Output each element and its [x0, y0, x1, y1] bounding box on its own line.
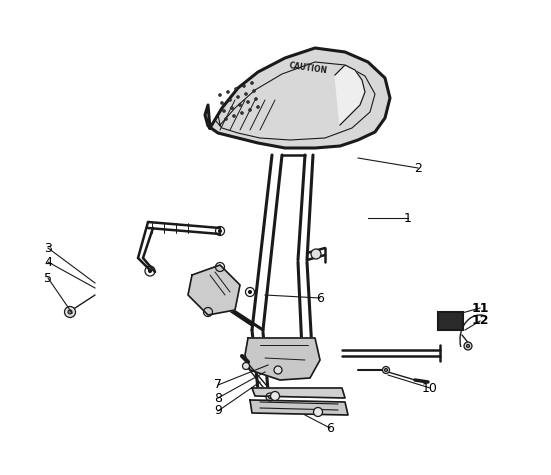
Text: 2: 2	[414, 162, 422, 174]
Circle shape	[219, 229, 222, 232]
Polygon shape	[245, 338, 320, 380]
Circle shape	[249, 109, 251, 111]
Circle shape	[257, 106, 259, 108]
Circle shape	[251, 82, 253, 84]
Circle shape	[464, 342, 472, 350]
Polygon shape	[205, 48, 390, 148]
Text: CAUTION: CAUTION	[288, 61, 328, 75]
Circle shape	[233, 115, 235, 117]
Circle shape	[314, 408, 322, 417]
Text: 10: 10	[422, 381, 438, 395]
Text: 5: 5	[44, 272, 52, 285]
Bar	[438, 312, 463, 330]
Polygon shape	[335, 65, 365, 125]
Circle shape	[235, 88, 237, 90]
Circle shape	[243, 85, 245, 87]
Circle shape	[255, 98, 257, 100]
Circle shape	[268, 396, 272, 399]
Circle shape	[253, 90, 255, 92]
Text: 7: 7	[214, 379, 222, 391]
Circle shape	[311, 249, 321, 259]
Text: 8: 8	[214, 391, 222, 405]
Text: 11: 11	[471, 302, 489, 314]
Circle shape	[242, 362, 250, 370]
Circle shape	[237, 96, 239, 98]
Circle shape	[239, 104, 241, 106]
Circle shape	[225, 118, 227, 120]
Circle shape	[249, 291, 251, 294]
Text: 12: 12	[471, 314, 489, 327]
Polygon shape	[188, 265, 240, 315]
Circle shape	[227, 91, 229, 93]
Circle shape	[241, 112, 243, 114]
Circle shape	[467, 344, 469, 348]
Text: 9: 9	[214, 405, 222, 418]
Circle shape	[223, 110, 225, 112]
Circle shape	[247, 101, 249, 103]
Text: 6: 6	[316, 292, 324, 304]
Circle shape	[266, 393, 274, 401]
Polygon shape	[252, 388, 345, 398]
Circle shape	[231, 107, 233, 109]
Circle shape	[229, 99, 231, 101]
Circle shape	[149, 269, 152, 273]
Circle shape	[219, 94, 221, 96]
Text: 6: 6	[326, 421, 334, 435]
Circle shape	[271, 391, 279, 400]
Circle shape	[245, 93, 247, 95]
Circle shape	[382, 367, 390, 373]
Polygon shape	[250, 400, 348, 415]
Circle shape	[274, 366, 282, 374]
Text: 1: 1	[404, 211, 412, 225]
Text: 4: 4	[44, 256, 52, 268]
Circle shape	[64, 306, 75, 317]
Circle shape	[221, 102, 223, 104]
Circle shape	[385, 369, 387, 371]
Circle shape	[68, 310, 72, 314]
Text: 3: 3	[44, 241, 52, 255]
